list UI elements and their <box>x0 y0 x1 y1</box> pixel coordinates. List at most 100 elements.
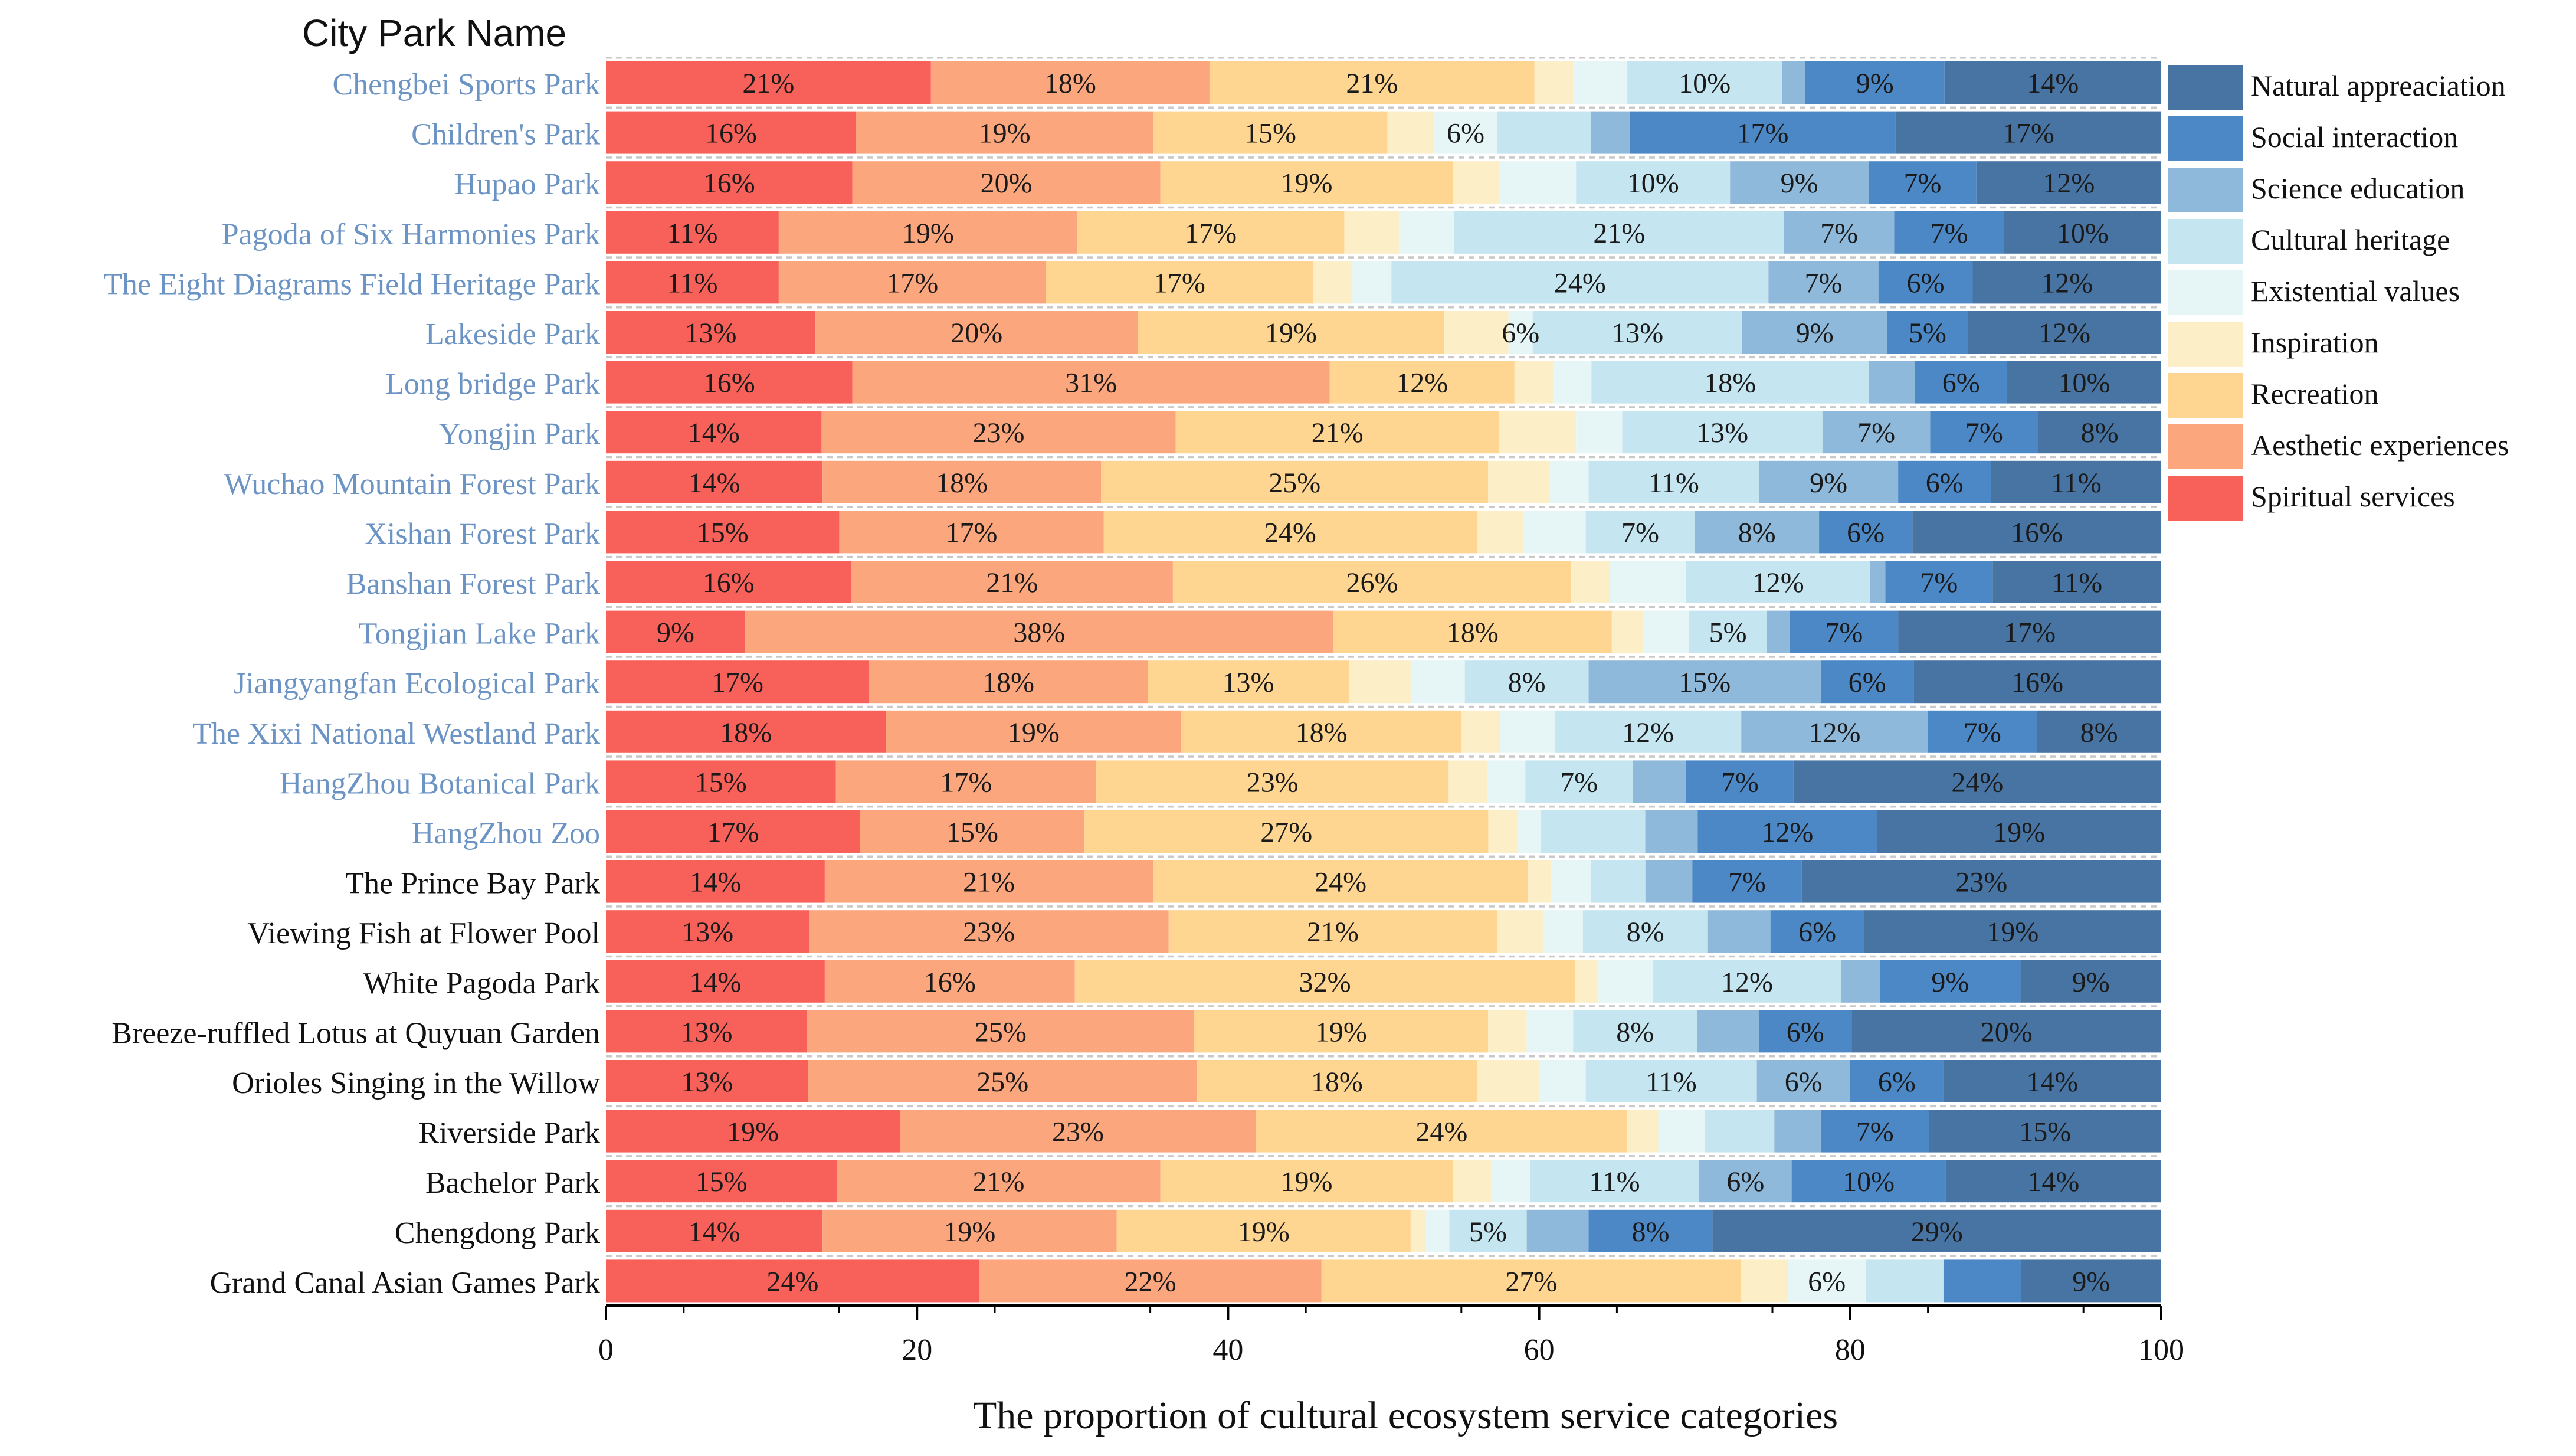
bar-segment <box>1399 211 1454 254</box>
bar-segment <box>1840 960 1880 1003</box>
bar-segment <box>1968 311 2161 354</box>
data-label: 12% <box>1761 817 1813 848</box>
bar-segment <box>1759 460 1899 503</box>
legend-swatch <box>2168 322 2243 367</box>
bar-segment <box>1116 1209 1411 1252</box>
x-tick-label: 100 <box>2138 1333 2184 1367</box>
legend-swatch <box>2168 116 2243 161</box>
data-label: 6% <box>1878 1066 1916 1098</box>
data-label: 11% <box>2051 467 2102 499</box>
data-label: 23% <box>963 917 1015 948</box>
bar-segment <box>807 1010 1194 1053</box>
bar-segment <box>1878 261 1973 304</box>
data-label: 9% <box>2072 1266 2110 1297</box>
data-label: 15% <box>1679 667 1731 698</box>
bar-segment <box>1549 460 1589 503</box>
data-label: 19% <box>1315 1016 1367 1048</box>
bar-segment <box>1898 610 2161 653</box>
data-label: 17% <box>2003 118 2054 149</box>
data-label: 11% <box>667 218 717 249</box>
data-label: 13% <box>1696 417 1748 449</box>
data-label: 7% <box>1721 767 1759 798</box>
data-label: 38% <box>1013 617 1065 649</box>
data-label: 10% <box>1843 1166 1895 1197</box>
bar-segment <box>852 161 1161 204</box>
y-tick-label: Yongjin Park <box>438 417 600 451</box>
y-tick-label: Lakeside Park <box>425 318 600 351</box>
bar-segment <box>1554 710 1742 753</box>
data-label: 21% <box>963 867 1015 898</box>
y-tick-label: Bachelor Park <box>425 1166 600 1200</box>
y-tick-label: The Xixi National Westland Park <box>192 717 600 751</box>
data-label: 21% <box>1307 917 1359 948</box>
legend-label: Aesthetic experiences <box>2251 428 2509 462</box>
data-label: 6% <box>1847 517 1885 548</box>
data-label: 11% <box>1648 467 1699 499</box>
bar-segment <box>1352 261 1392 304</box>
data-label: 18% <box>720 717 772 748</box>
data-label: 16% <box>2011 517 2063 548</box>
legend-swatch <box>2168 476 2243 521</box>
y-tick-label: Wuchao Mountain Forest Park <box>224 467 600 501</box>
bar-segments <box>606 61 2161 1303</box>
bar-segment <box>1741 710 1928 753</box>
bar-segment <box>1576 411 1623 454</box>
data-label: 24% <box>1951 767 2003 798</box>
data-label: 7% <box>1825 617 1863 649</box>
bar-segment <box>1488 460 1550 503</box>
bar-segment <box>1756 1060 1850 1102</box>
bar-segment <box>606 1160 837 1203</box>
bar-segment <box>2004 211 2161 254</box>
bar-segment <box>824 960 1075 1003</box>
data-label: 8% <box>1616 1016 1654 1048</box>
data-label: 12% <box>2041 267 2093 299</box>
y-tick-label: The Eight Diagrams Field Heritage Park <box>103 267 600 301</box>
data-label: 21% <box>973 1166 1025 1197</box>
bar-segment <box>1160 161 1453 204</box>
bar-segment <box>1699 1160 1792 1203</box>
bar-segment <box>1160 1160 1453 1203</box>
data-label: 19% <box>1993 817 2045 848</box>
bar-segment <box>1387 111 1435 154</box>
data-label: 7% <box>1805 267 1843 299</box>
legend-swatch <box>2168 168 2243 212</box>
bar-segment <box>1645 860 1693 903</box>
data-label: 12% <box>1752 567 1804 598</box>
data-label: 23% <box>973 417 1025 449</box>
data-label: 9% <box>1781 168 1818 199</box>
bar-segment <box>2007 361 2161 404</box>
bar-segment <box>1770 910 1864 953</box>
bar-segment <box>1344 211 1400 254</box>
bar-segment <box>1444 311 1509 354</box>
bar-segment <box>606 261 779 304</box>
bar-segment <box>869 660 1148 704</box>
bar-segment <box>1585 1060 1757 1102</box>
bar-segment <box>1573 1010 1697 1053</box>
data-label: 17% <box>945 517 997 548</box>
bar-segment <box>860 810 1085 853</box>
data-label: 11% <box>2051 567 2102 598</box>
data-label: 9% <box>1810 467 1847 499</box>
bar-segment <box>1928 710 2037 753</box>
bar-segment <box>822 1209 1117 1252</box>
data-label: 17% <box>940 767 992 798</box>
bar-segment <box>1643 610 1690 653</box>
data-label: 9% <box>2072 967 2110 998</box>
bar-segment <box>1850 1060 1944 1102</box>
bar-segment <box>1449 1209 1527 1252</box>
bar-segment <box>606 111 856 154</box>
bar-segment <box>1391 261 1769 304</box>
bar-segment <box>606 211 779 254</box>
data-label: 14% <box>689 1216 740 1248</box>
data-label: 6% <box>1942 368 1980 399</box>
data-label: 23% <box>1052 1117 1104 1148</box>
data-label: 10% <box>2057 218 2109 249</box>
bar-segment <box>1576 161 1731 204</box>
y-tick-label: Xishan Forest Park <box>365 517 600 551</box>
bar-segment <box>1591 111 1630 154</box>
data-label: 15% <box>695 767 747 798</box>
bar-segment <box>1591 860 1646 903</box>
bar-segment <box>1767 610 1790 653</box>
data-label: 21% <box>1346 68 1398 99</box>
bar-segment <box>1870 561 1886 603</box>
